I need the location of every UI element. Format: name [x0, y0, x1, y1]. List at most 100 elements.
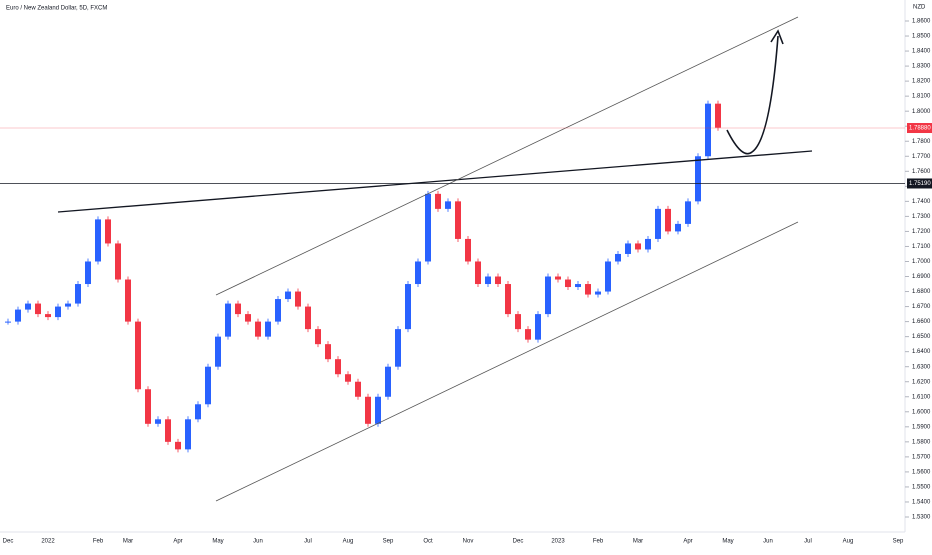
y-tick-label: 1.5600: [912, 469, 931, 475]
y-tick-label: 1.8600: [912, 19, 931, 25]
y-tick-label: 1.7800: [912, 139, 931, 145]
candle: [545, 276, 551, 315]
candle: [45, 314, 51, 318]
candle: [675, 223, 681, 232]
candle: [375, 396, 381, 424]
y-tick-label: 1.5500: [912, 485, 931, 491]
channel-lower: [215, 221, 799, 502]
trend-line: [57, 150, 813, 213]
candle: [715, 103, 721, 128]
x-tick-label: Aug: [843, 539, 854, 545]
y-tick-label: 1.8300: [912, 64, 931, 70]
x-tick-label: Sep: [893, 539, 904, 545]
candle: [425, 193, 431, 262]
candle: [15, 309, 21, 322]
y-tick-label: 1.6900: [912, 274, 931, 280]
candle: [165, 419, 171, 442]
price-label-box: [907, 178, 932, 189]
price-label: 1.75190: [909, 181, 931, 187]
candle: [515, 314, 521, 330]
y-tick-label: 1.6000: [912, 409, 931, 415]
x-tick-label: Sep: [383, 539, 394, 545]
candle: [625, 243, 631, 254]
candle: [685, 201, 691, 224]
candle: [535, 314, 541, 340]
candle: [55, 306, 61, 318]
candle: [565, 279, 571, 288]
y-tick-label: 1.7400: [912, 199, 931, 205]
x-tick-label: Nov: [463, 539, 474, 545]
candle: [145, 389, 151, 424]
candle: [385, 366, 391, 397]
candle: [85, 261, 91, 285]
x-tick-label: May: [722, 539, 733, 545]
x-tick-label: 2022: [41, 539, 55, 545]
candle: [105, 219, 111, 244]
candle: [265, 321, 271, 337]
y-tick-label: 1.7300: [912, 214, 931, 220]
y-unit: NZD: [913, 5, 926, 11]
candle: [125, 279, 131, 322]
y-tick-label: 1.8200: [912, 79, 931, 85]
candle: [95, 219, 101, 262]
candle: [665, 208, 671, 232]
price-label: 1.78880: [909, 126, 931, 132]
y-tick-label: 1.7000: [912, 259, 931, 265]
candle: [205, 366, 211, 405]
y-tick-label: 1.6700: [912, 304, 931, 310]
candle: [615, 253, 621, 262]
candle: [225, 303, 231, 337]
candle: [705, 103, 711, 157]
x-tick-label: Mar: [633, 539, 643, 545]
x-tick-label: Jun: [253, 539, 263, 545]
price-label-box: [907, 123, 932, 134]
arrow-head: [770, 29, 784, 45]
candle: [295, 291, 301, 307]
x-tick-label: Oct: [423, 539, 433, 545]
candle: [245, 314, 251, 322]
candle: [605, 261, 611, 292]
candle: [485, 276, 491, 285]
y-tick-label: 1.7100: [912, 244, 931, 250]
candle: [115, 243, 121, 280]
candle: [325, 344, 331, 360]
y-tick-label: 1.5400: [912, 500, 931, 506]
candle: [335, 359, 341, 375]
candle: [555, 276, 561, 280]
candle: [25, 303, 31, 310]
y-tick-label: 1.6200: [912, 379, 931, 385]
candle: [395, 329, 401, 367]
y-tick-label: 1.5300: [912, 515, 931, 521]
y-tick-label: 1.6400: [912, 349, 931, 355]
y-tick-label: 1.8500: [912, 34, 931, 40]
candle: [255, 321, 261, 337]
candle: [65, 303, 71, 307]
candle: [415, 261, 421, 285]
candle: [525, 329, 531, 340]
x-tick-label: Feb: [593, 539, 604, 545]
drawings: [57, 16, 813, 502]
candle: [315, 329, 321, 345]
candle: [465, 238, 471, 262]
candles: [5, 100, 721, 453]
candle: [695, 156, 701, 202]
candle: [435, 193, 441, 209]
y-tick-label: 1.6100: [912, 394, 931, 400]
x-tick-label: Aug: [343, 539, 354, 545]
x-tick-label: Mar: [123, 539, 133, 545]
y-tick-label: 1.8400: [912, 49, 931, 55]
candle: [175, 441, 181, 450]
candle: [305, 306, 311, 330]
candle: [195, 404, 201, 420]
candle: [475, 261, 481, 285]
candle: [655, 208, 661, 239]
x-tick-label: Jul: [804, 539, 812, 545]
y-tick-label: 1.8000: [912, 109, 931, 115]
y-tick-label: 1.7600: [912, 169, 931, 175]
candle: [585, 284, 591, 295]
candle: [155, 419, 161, 424]
candle: [5, 321, 11, 323]
projection-arrow: [726, 35, 779, 155]
